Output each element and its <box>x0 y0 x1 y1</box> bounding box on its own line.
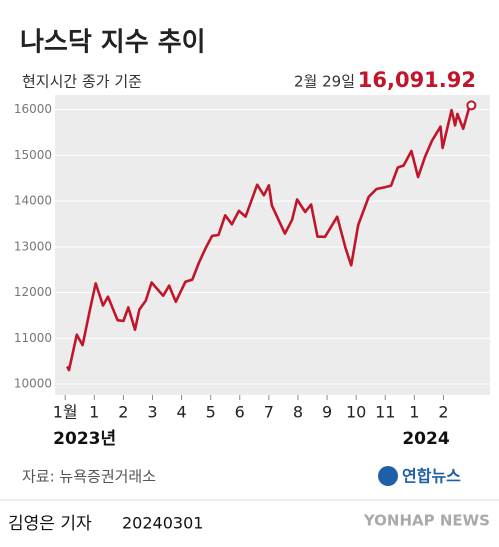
footer-date: 20240301 <box>122 514 203 533</box>
x-tick-label: 10 <box>346 403 366 422</box>
plot-background <box>55 95 490 395</box>
y-tick-label: 12000 <box>14 285 52 299</box>
year-label: 2023년 <box>53 429 116 449</box>
y-tick-label: 16000 <box>14 102 52 116</box>
brand: YONHAP NEWS <box>363 512 490 530</box>
x-tick-label: 6 <box>235 403 245 422</box>
y-tick-label: 13000 <box>14 239 52 253</box>
x-tick-label: 8 <box>293 403 303 422</box>
x-tick-label: 5 <box>206 403 216 422</box>
logo-icon <box>378 466 398 486</box>
x-tick-label: 2 <box>118 403 128 422</box>
line <box>66 104 473 372</box>
reporter: 김영은 기자 <box>8 514 92 534</box>
x-tick-label: 9 <box>322 403 332 422</box>
year-label: 2024 <box>402 429 449 449</box>
x-tick-label: 2 <box>438 403 448 422</box>
annotation-value: 16,091.92 <box>358 68 476 92</box>
x-tick-label: 1 <box>409 403 419 422</box>
logo: 연합뉴스 <box>402 467 461 486</box>
x-tick-label: 1 <box>89 403 99 422</box>
annotation-date: 2월 29일 <box>294 73 355 91</box>
source: 자료: 뉴욕증권거래소 <box>22 468 156 486</box>
x-tick-label: 3 <box>147 403 157 422</box>
y-tick-label: 11000 <box>14 331 52 345</box>
chart-title: 나스닥 지수 추이 <box>20 28 206 58</box>
end-marker <box>466 100 477 111</box>
x-tick-label: 7 <box>264 403 274 422</box>
y-tick-label: 10000 <box>14 377 52 391</box>
subtitle: 현지시간 종가 기준 <box>22 73 142 91</box>
x-tick-label: 1월 <box>53 403 78 422</box>
y-tick-label: 15000 <box>14 148 52 162</box>
x-tick-label: 4 <box>176 403 186 422</box>
x-tick-label: 11 <box>375 403 395 422</box>
y-tick-label: 14000 <box>14 194 52 208</box>
